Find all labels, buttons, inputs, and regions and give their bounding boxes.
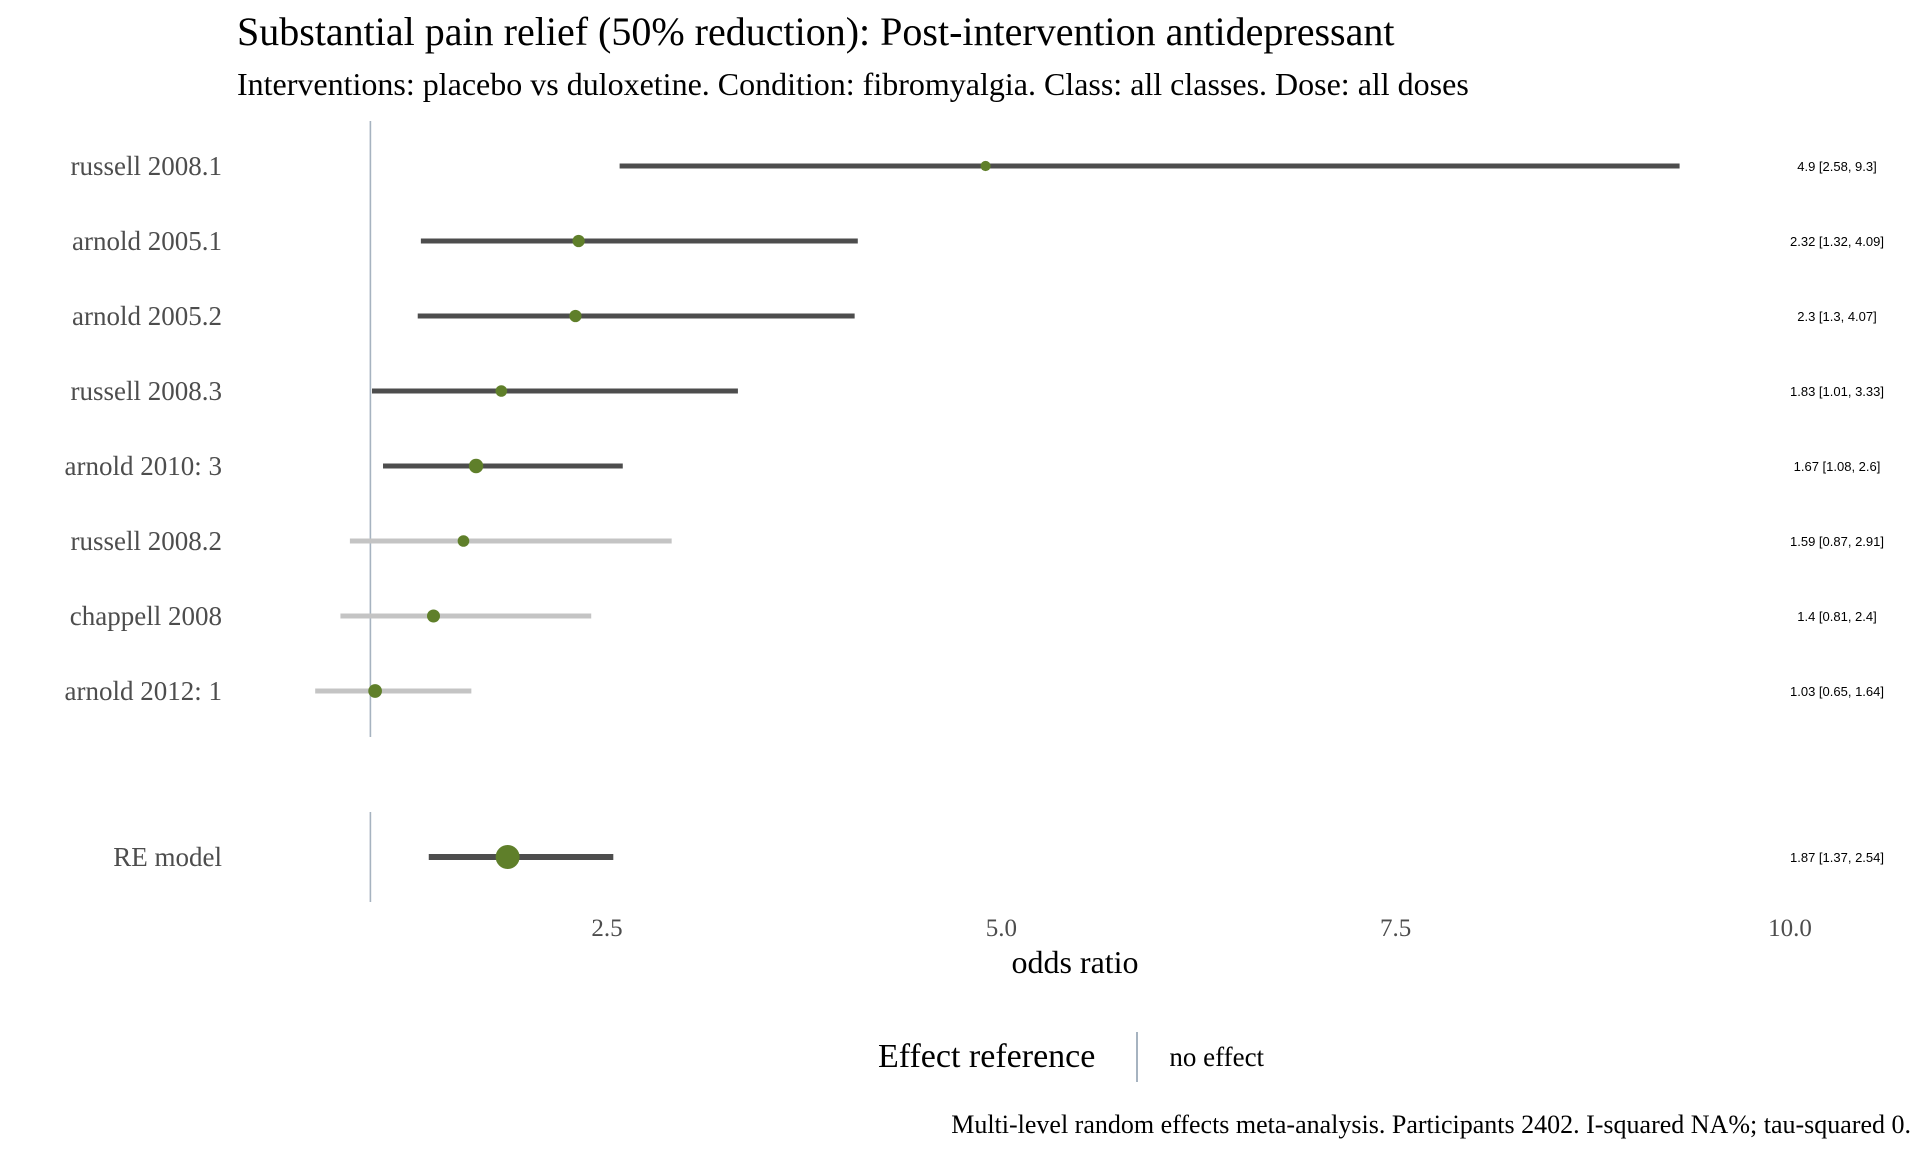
study-name-label-6: chappell 2008 bbox=[70, 601, 222, 631]
study-value-label-4: 1.67 [1.08, 2.6] bbox=[1794, 459, 1881, 474]
x-axis-title: odds ratio bbox=[1011, 944, 1138, 980]
study-value-label-0: 4.9 [2.58, 9.3] bbox=[1797, 159, 1877, 174]
summary-point bbox=[495, 845, 520, 869]
x-tick-label-3: 10.0 bbox=[1768, 915, 1812, 942]
study-name-label-1: arnold 2005.1 bbox=[72, 226, 222, 256]
study-point-7 bbox=[368, 684, 382, 698]
study-point-3 bbox=[495, 385, 508, 397]
study-value-label-2: 2.3 [1.3, 4.07] bbox=[1797, 309, 1877, 324]
x-axis: 2.5 5.0 7.5 10.0 bbox=[591, 915, 1812, 942]
study-value-label-5: 1.59 [0.87, 2.91] bbox=[1790, 534, 1884, 549]
legend: Effect reference no effect bbox=[878, 1032, 1264, 1082]
summary-layer: RE model 1.87 [1.37, 2.54] bbox=[113, 812, 1884, 902]
chart-title: Substantial pain relief (50% reduction):… bbox=[237, 9, 1395, 54]
study-point-2 bbox=[569, 309, 582, 323]
study-point-4 bbox=[468, 458, 484, 474]
study-name-label-4: arnold 2010: 3 bbox=[65, 451, 222, 481]
study-name-label-0: russell 2008.1 bbox=[71, 151, 223, 181]
study-point-1 bbox=[572, 234, 585, 248]
x-tick-label-1: 5.0 bbox=[986, 915, 1017, 942]
chart-caption: Multi-level random effects meta-analysis… bbox=[951, 1110, 1911, 1139]
legend-reference-line-key bbox=[1107, 1032, 1167, 1082]
study-name-label-3: russell 2008.3 bbox=[71, 376, 223, 406]
study-layer: russell 2008.1 4.9 [2.58, 9.3] arnold 2005… bbox=[65, 121, 1884, 737]
study-value-label-3: 1.83 [1.01, 3.33] bbox=[1790, 384, 1884, 399]
study-value-label-6: 1.4 [0.81, 2.4] bbox=[1797, 609, 1877, 624]
legend-label: no effect bbox=[1169, 1041, 1265, 1072]
x-tick-label-2: 7.5 bbox=[1380, 915, 1411, 942]
study-name-label-7: arnold 2012: 1 bbox=[65, 676, 222, 706]
x-tick-label-0: 2.5 bbox=[591, 915, 622, 942]
study-point-5 bbox=[457, 535, 470, 547]
summary-name-label: RE model bbox=[113, 842, 222, 872]
summary-value-label: 1.87 [1.37, 2.54] bbox=[1790, 850, 1884, 865]
study-value-label-1: 2.32 [1.32, 4.09] bbox=[1790, 234, 1884, 249]
chart-subtitle: Interventions: placebo vs duloxetine. Co… bbox=[237, 66, 1469, 102]
study-name-label-5: russell 2008.2 bbox=[71, 526, 223, 556]
study-point-6 bbox=[426, 609, 440, 623]
legend-title: Effect reference bbox=[878, 1038, 1096, 1075]
study-value-label-7: 1.03 [0.65, 1.64] bbox=[1790, 684, 1884, 699]
study-point-0 bbox=[980, 160, 991, 172]
study-name-label-2: arnold 2005.2 bbox=[72, 301, 222, 331]
